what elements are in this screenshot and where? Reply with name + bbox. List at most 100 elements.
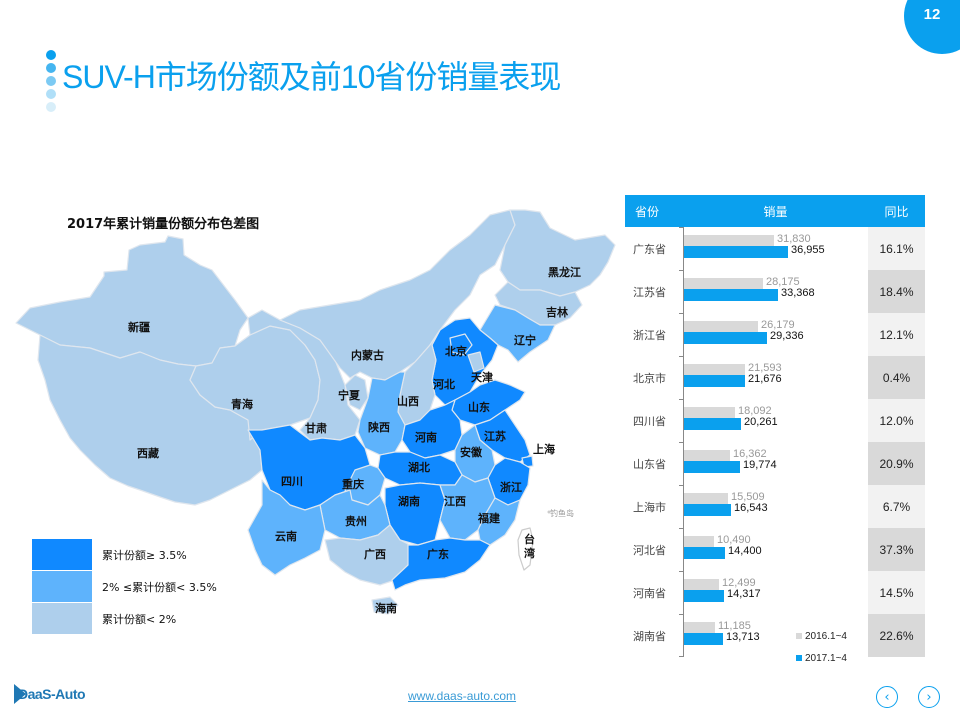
legend-label-mid: 2% ≤累计份额< 3.5% [102,580,217,594]
title-decoration-dots [46,50,58,115]
row-province: 北京市 [633,372,666,385]
header-yoy: 同比 [884,204,909,219]
label-shandong: 山东 [468,401,490,414]
page-title: SUV-H市场份额及前10省份销量表现 [62,59,561,95]
legend-item-low: 累计份额< 2% [32,603,217,634]
province-inner-mongolia [279,209,516,381]
bar-2016 [684,622,715,633]
province-tianjin [467,351,485,373]
label-taiwan: 台湾 [524,533,535,560]
province-taiwan [517,527,534,571]
value-2016: 26,179 [761,319,795,331]
logo-mark-icon [14,684,26,704]
value-2017: 20,261 [744,416,778,428]
value-2016: 10,490 [717,534,751,546]
table-row: 四川省 18,092 20,261 12.0% [625,399,925,442]
table-row: 河北省 10,490 14,400 37.3% [625,528,925,571]
axis-tick [679,571,684,572]
map-title: 2017年累计销量份额分布色差图 [67,217,260,232]
bar-2017 [684,289,778,301]
province-hainan [371,596,399,615]
label-jilin: 吉林 [546,306,568,319]
value-2017: 14,317 [727,588,761,600]
label-sichuan: 四川 [281,475,303,488]
header-sales: 销量 [763,204,788,219]
legend-label-2017: 2017.1~4 [805,652,847,664]
map-legend: 累计份额≥ 3.5% 2% ≤累计份额< 3.5% 累计份额< 2% [32,539,217,635]
row-province: 湖南省 [633,630,666,643]
bar-2016 [684,278,763,289]
label-hubei: 湖北 [408,461,430,474]
row-province: 浙江省 [633,329,666,342]
bar-2016 [684,235,774,246]
label-jiangsu: 江苏 [484,430,506,443]
website-link[interactable]: www.daas-auto.com [408,689,517,703]
value-2017: 33,368 [781,287,815,299]
axis-tick [679,442,684,443]
table-row: 山东省 16,362 19,774 20.9% [625,442,925,485]
value-2016: 15,509 [731,491,765,503]
label-heilongjiang: 黑龙江 [548,266,581,279]
axis-tick [679,313,684,314]
legend-label-low: 累计份额< 2% [102,612,177,626]
bar-2016 [684,321,758,332]
label-ningxia: 宁夏 [338,389,360,402]
province-heilongjiang [499,209,616,297]
prev-page-button[interactable]: ‹ [876,686,898,708]
label-henan: 河南 [415,431,437,444]
logo-text: DaaS-Auto [18,686,86,702]
label-zhejiang: 浙江 [500,481,522,494]
bar-2016 [684,450,730,461]
top10-provinces-table: 省份 销量 同比 广东省 31,830 36,955 16.1% 江苏省 28,175 33… [625,195,925,657]
axis-tick [679,656,684,657]
label-hebei: 河北 [433,378,455,391]
label-guangxi: 广西 [364,548,386,561]
table-row: 北京市 21,593 21,676 0.4% [625,356,925,399]
chevron-right-icon: › [926,689,932,705]
legend-swatch-mid [32,571,92,602]
label-gansu: 甘肃 [305,422,327,435]
label-inner-mongolia: 内蒙古 [351,349,384,362]
value-2016: 16,362 [733,448,767,460]
yoy-cell: 14.5% [868,571,925,614]
label-beijing: 北京 [445,345,467,358]
label-chongqing: 重庆 [342,478,364,491]
label-diaoyu-island: 钓鱼岛 [550,509,574,518]
bar-2017 [684,332,767,344]
label-hainan: 海南 [375,602,397,615]
yoy-cell: 20.9% [868,442,925,485]
page-number: 12 [923,6,941,23]
value-2017: 36,955 [791,244,825,256]
bar-2017 [684,461,740,473]
value-2016: 11,185 [718,620,751,632]
table-row: 上海市 15,509 16,543 6.7% [625,485,925,528]
table-body: 广东省 31,830 36,955 16.1% 江苏省 28,175 33,368 18.4%… [625,227,925,657]
legend-swatch-high [32,539,92,570]
row-province: 山东省 [633,458,666,471]
label-yunnan: 云南 [275,530,297,543]
label-shanxi: 山西 [397,395,419,408]
yoy-cell: 22.6% [868,614,925,657]
label-jiangxi: 江西 [444,495,466,508]
sales-legend: 2016.1~4 2017.1~4 [796,628,847,672]
row-province: 广东省 [633,243,666,256]
row-province: 河北省 [633,544,666,557]
value-2016: 21,593 [748,362,782,374]
row-province: 上海市 [633,501,666,514]
label-hunan: 湖南 [398,495,420,508]
value-2017: 29,336 [770,330,804,342]
label-shaanxi: 陕西 [368,421,390,434]
legend-item-mid: 2% ≤累计份额< 3.5% [32,571,217,602]
bar-2017 [684,633,723,645]
yoy-cell: 18.4% [868,270,925,313]
legend-label-high: 累计份额≥ 3.5% [102,548,187,562]
axis-tick [679,356,684,357]
value-2017: 13,713 [726,631,760,643]
label-shanghai: 上海 [533,443,555,456]
next-page-button[interactable]: › [918,686,940,708]
axis-tick [679,399,684,400]
legend-label-2016: 2016.1~4 [805,630,847,642]
label-tianjin: 天津 [471,371,493,384]
value-2017: 21,676 [748,373,782,385]
